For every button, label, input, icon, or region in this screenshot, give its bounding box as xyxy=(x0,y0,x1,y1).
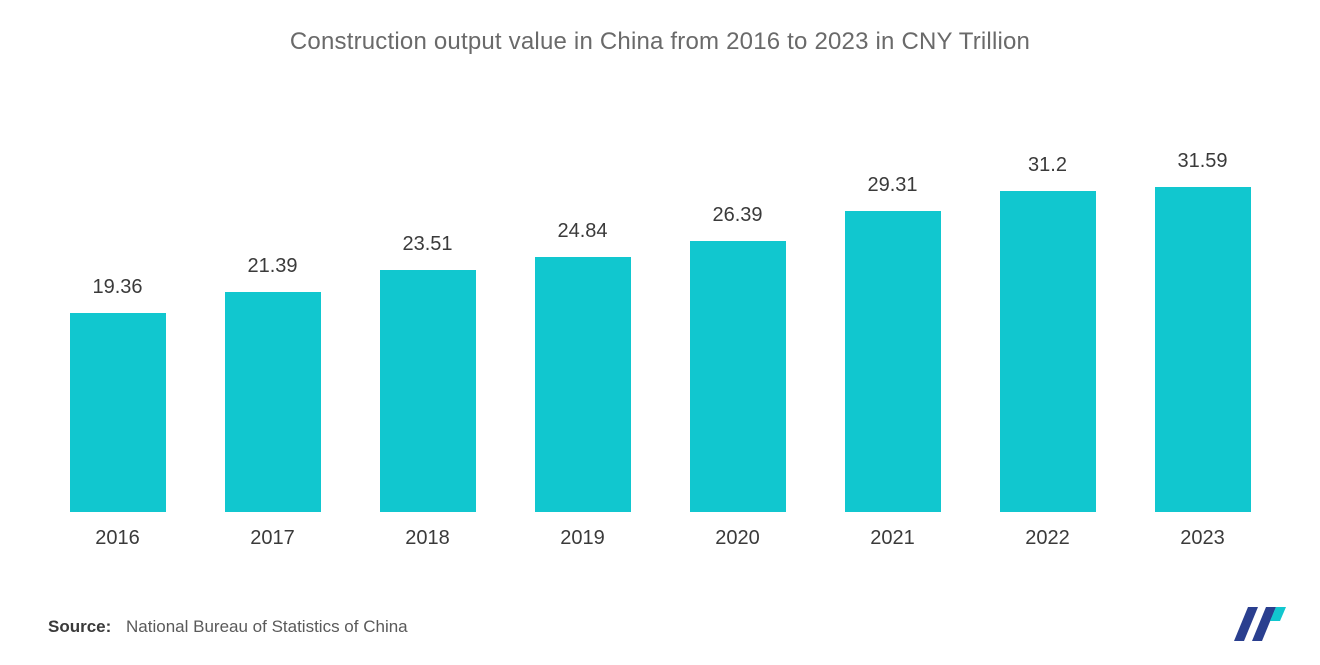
bar xyxy=(70,313,166,512)
brand-logo xyxy=(1232,605,1288,643)
bar-slot: 31.59 xyxy=(1125,150,1280,512)
x-axis-label: 2019 xyxy=(505,527,660,550)
bar-slot: 29.31 xyxy=(815,174,970,512)
x-axis-label: 2018 xyxy=(350,527,505,550)
x-axis-label: 2021 xyxy=(815,527,970,550)
bar-group: 19.36 21.39 23.51 24.84 26.39 29.31 31.2 31.59 xyxy=(40,152,1280,512)
bar-value-label: 24.84 xyxy=(557,220,607,243)
bar xyxy=(380,270,476,512)
plot-area: 19.3621.3923.5124.8426.3929.3131.231.59 … xyxy=(40,120,1280,540)
chart-title: Construction output value in China from … xyxy=(0,0,1320,56)
bar-value-label: 19.36 xyxy=(92,276,142,299)
x-axis-label: 2017 xyxy=(195,527,350,550)
source-label: Source: xyxy=(48,617,111,636)
bar-slot: 21.39 xyxy=(195,255,350,512)
bar-slot: 24.84 xyxy=(505,220,660,512)
chart-container: Construction output value in China from … xyxy=(0,0,1320,665)
bar-value-label: 23.51 xyxy=(402,233,452,256)
bar-value-label: 29.31 xyxy=(867,174,917,197)
bar xyxy=(535,257,631,512)
source-text: National Bureau of Statistics of China xyxy=(126,617,408,636)
bar-slot: 23.51 xyxy=(350,233,505,512)
bar-slot: 19.36 xyxy=(40,276,195,512)
mordor-logo-icon xyxy=(1232,605,1288,643)
bar-slot: 26.39 xyxy=(660,204,815,512)
bar xyxy=(845,211,941,512)
bar-value-label: 31.2 xyxy=(1028,154,1067,177)
bar xyxy=(225,292,321,512)
x-axis-label: 2023 xyxy=(1125,527,1280,550)
bar xyxy=(1000,191,1096,512)
bar xyxy=(690,241,786,512)
x-axis-label: 2020 xyxy=(660,527,815,550)
bar-value-label: 31.59 xyxy=(1177,150,1227,173)
x-axis-label: 2016 xyxy=(40,527,195,550)
bar-value-label: 21.39 xyxy=(247,255,297,278)
bar-value-label: 26.39 xyxy=(712,204,762,227)
x-axis-label: 2022 xyxy=(970,527,1125,550)
x-axis-labels: 20162017201820192020202120222023 xyxy=(40,527,1280,550)
bar xyxy=(1155,187,1251,512)
source-row: Source: National Bureau of Statistics of… xyxy=(48,617,408,637)
bar-slot: 31.2 xyxy=(970,154,1125,512)
